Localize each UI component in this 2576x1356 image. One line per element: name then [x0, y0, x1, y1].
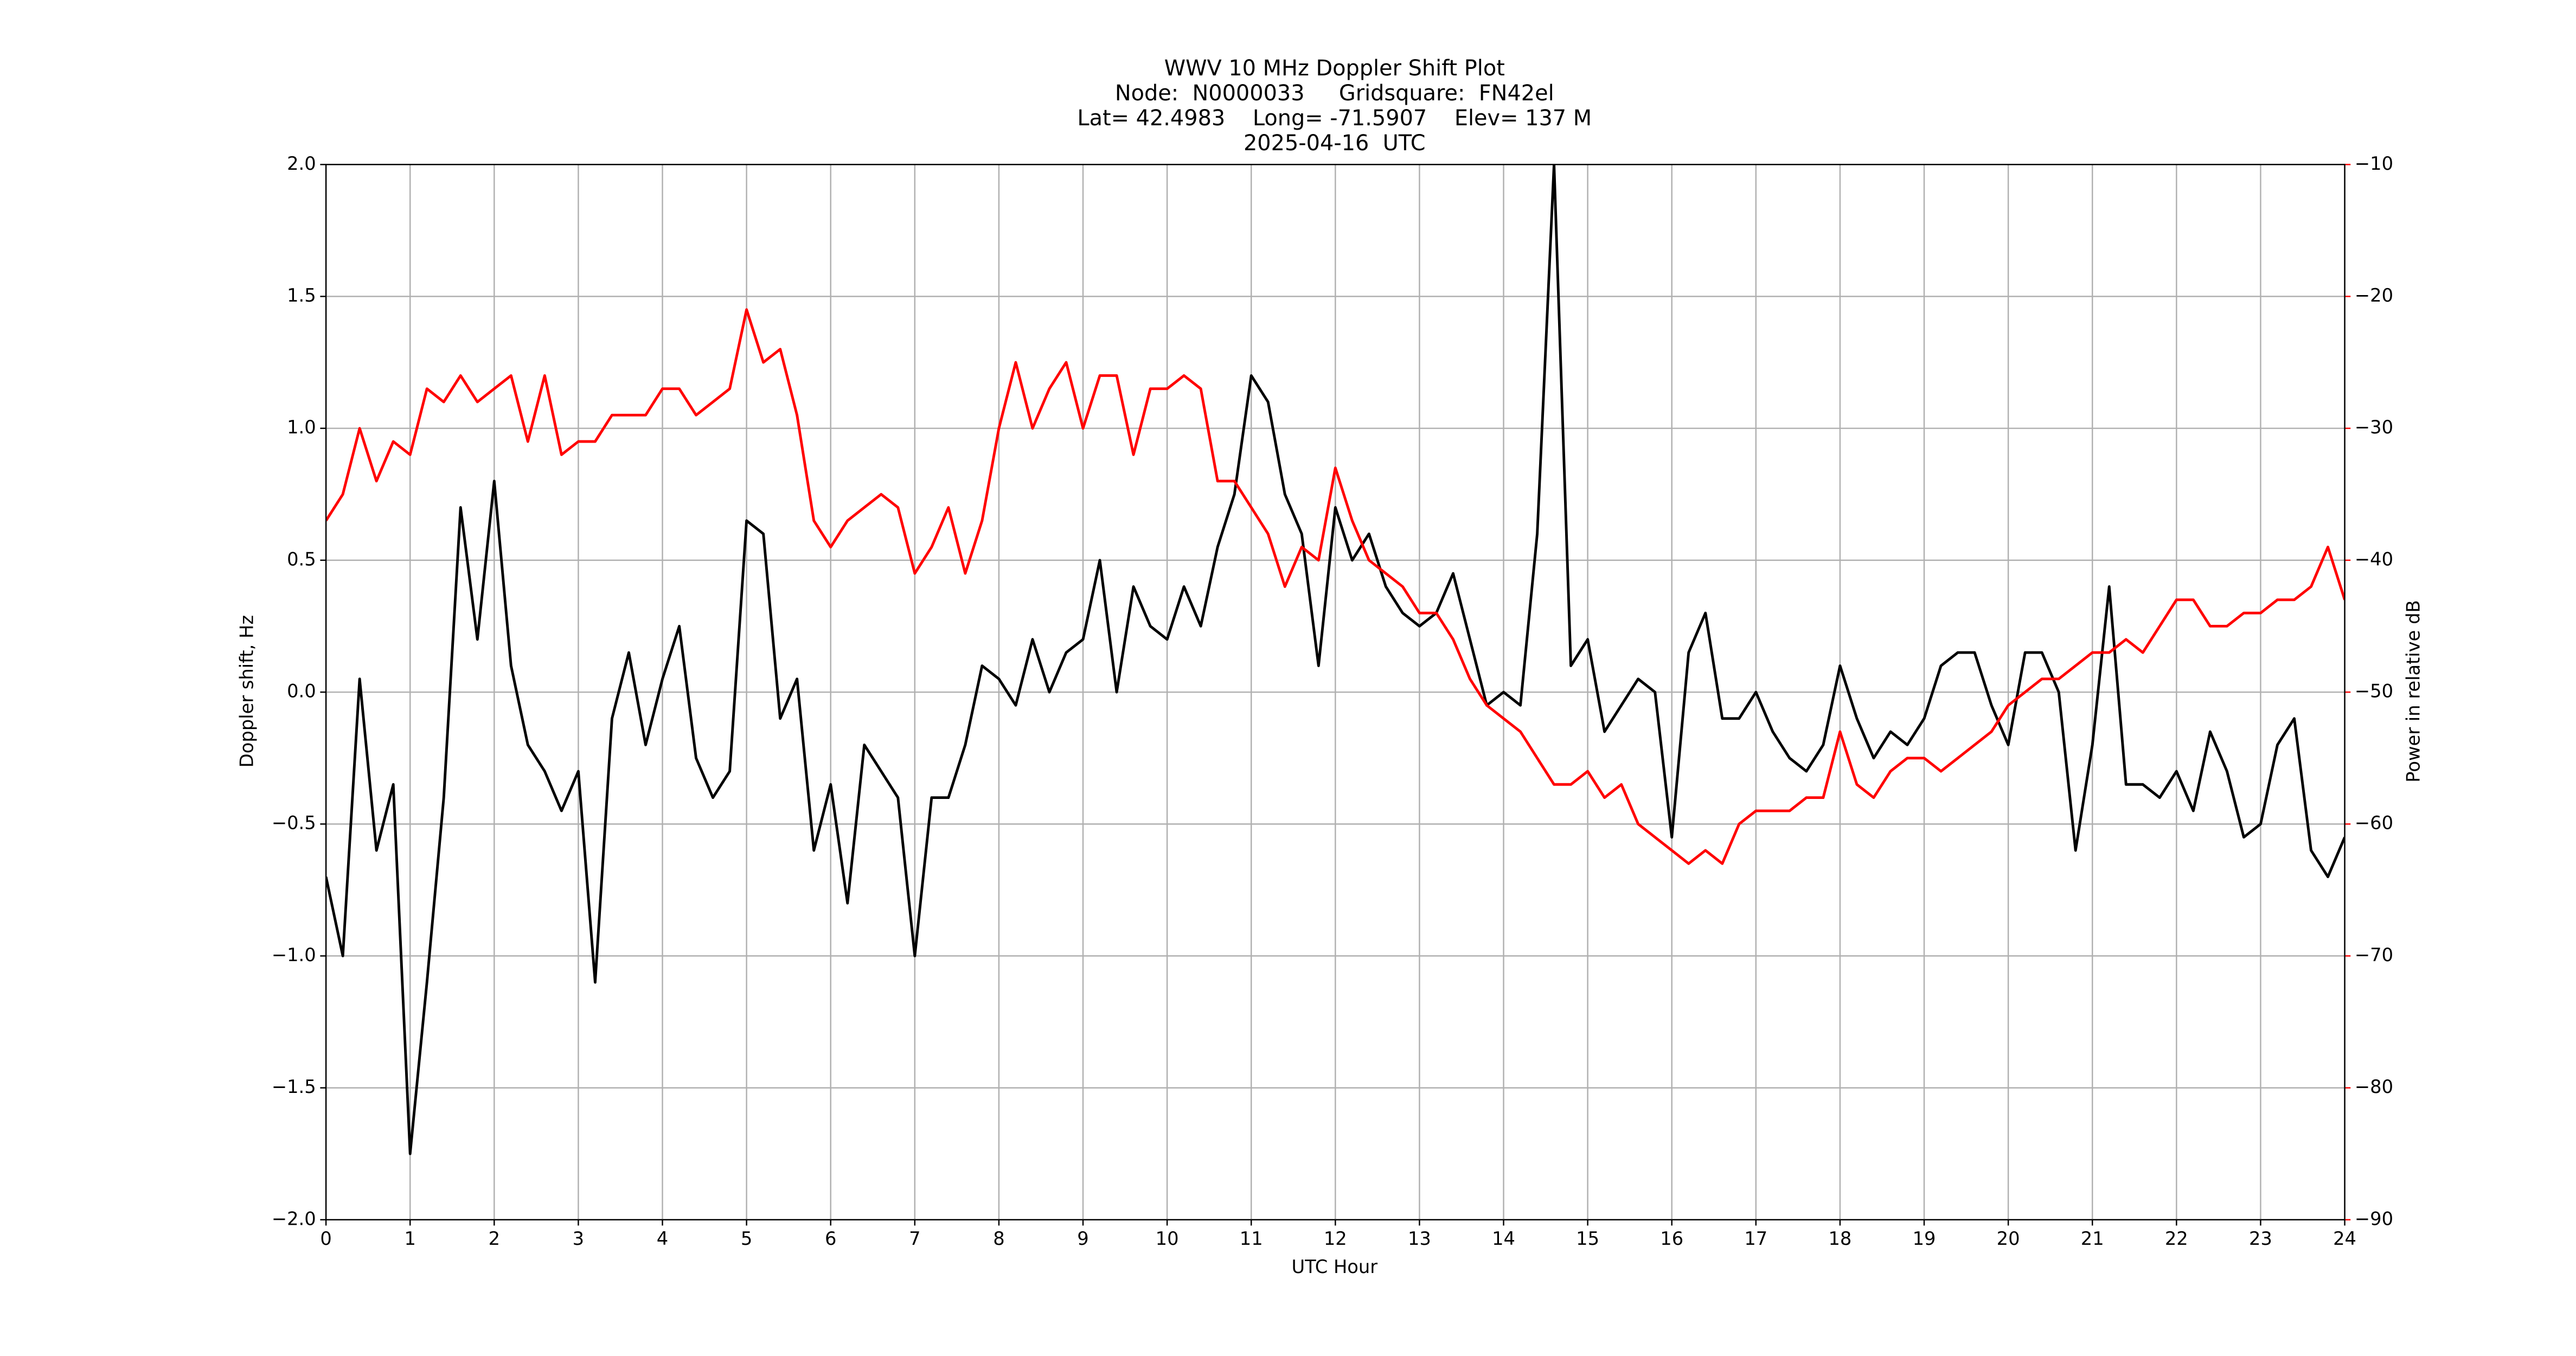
y-tick-label: 1.0	[287, 417, 316, 438]
x-tick-label: 20	[1997, 1228, 2020, 1249]
x-tick-label: 14	[1492, 1228, 1515, 1249]
y-tick-label: 0.0	[287, 681, 316, 702]
x-tick-label: 2	[489, 1228, 500, 1249]
data-line	[326, 308, 2345, 865]
chart-title: WWV 10 MHz Doppler Shift Plot	[1164, 56, 1505, 81]
y2-tick-label: −70	[2355, 944, 2393, 965]
y2-tick-label: −50	[2355, 681, 2393, 702]
data-line	[326, 164, 2345, 1155]
y-tick-label: −1.5	[272, 1076, 316, 1097]
x-tick-label: 1	[404, 1228, 415, 1249]
x-axis-label: UTC Hour	[1291, 1256, 1377, 1277]
x-tick-label: 19	[1913, 1228, 1936, 1249]
x-tick-label: 21	[2081, 1228, 2104, 1249]
y-tick-label: −0.5	[272, 813, 316, 834]
y2-tick-label: −80	[2355, 1076, 2393, 1097]
x-tick-label: 13	[1408, 1228, 1431, 1249]
x-tick-label: 7	[909, 1228, 920, 1249]
x-tick-label: 17	[1744, 1228, 1767, 1249]
plot-area	[326, 164, 2345, 1155]
y2-tick-label: −30	[2355, 417, 2393, 438]
x-tick-label: 23	[2249, 1228, 2272, 1249]
x-tick-label: 24	[2333, 1228, 2356, 1249]
y-axis-label: Doppler shift, Hz	[236, 615, 258, 767]
y-tick-label: 1.5	[287, 285, 316, 306]
y2-tick-label: −90	[2355, 1208, 2393, 1229]
x-tick-label: 12	[1324, 1228, 1347, 1249]
x-tick-label: 6	[825, 1228, 836, 1249]
x-tick-label: 3	[573, 1228, 584, 1249]
y-tick-label: −1.0	[272, 944, 316, 965]
y-tick-label: 2.0	[287, 153, 316, 174]
x-tick-label: 8	[993, 1228, 1004, 1249]
y2-tick-label: −40	[2355, 548, 2393, 570]
y2-tick-label: −10	[2355, 153, 2393, 174]
x-tick-label: 10	[1156, 1228, 1179, 1249]
x-tick-label: 22	[2165, 1228, 2188, 1249]
chart-title: Node: N0000033 Gridsquare: FN42el	[1115, 81, 1554, 106]
y-tick-label: −2.0	[272, 1208, 316, 1229]
y2-tick-label: −20	[2355, 285, 2393, 306]
y-tick-label: 0.5	[287, 548, 316, 570]
chart-title: 2025-04-16 UTC	[1244, 131, 1426, 156]
chart-title: Lat= 42.4983 Long= -71.5907 Elev= 137 M	[1077, 106, 1592, 131]
x-tick-label: 18	[1828, 1228, 1851, 1249]
x-tick-label: 9	[1077, 1228, 1088, 1249]
y2-axis-label: Power in relative dB	[2403, 600, 2424, 782]
x-tick-label: 5	[741, 1228, 752, 1249]
x-tick-label: 4	[657, 1228, 668, 1249]
x-tick-label: 15	[1576, 1228, 1599, 1249]
x-tick-label: 16	[1660, 1228, 1683, 1249]
x-tick-label: 11	[1240, 1228, 1263, 1249]
y2-tick-label: −60	[2355, 813, 2393, 834]
plot-frame	[325, 164, 2346, 1220]
x-tick-label: 0	[320, 1228, 331, 1249]
